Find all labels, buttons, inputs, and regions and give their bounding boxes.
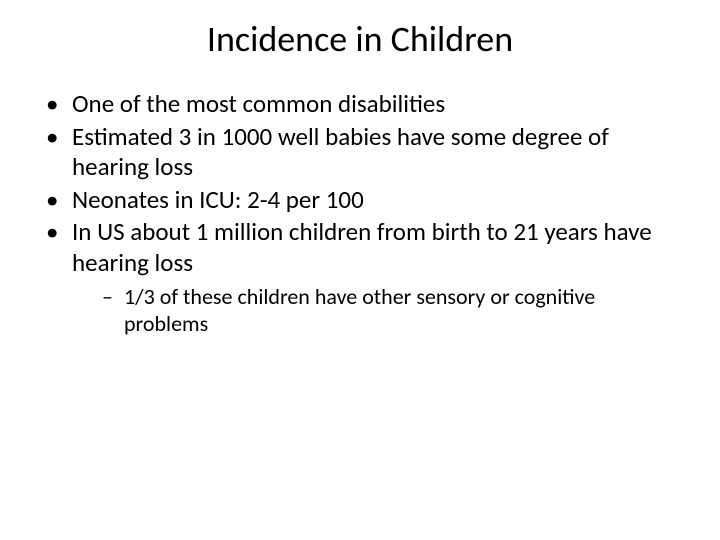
list-item: In US about 1 million children from birt…	[46, 217, 684, 338]
bullet-text: Estimated 3 in 1000 well babies have som…	[72, 121, 609, 183]
slide: Incidence in Children One of the most co…	[0, 0, 720, 540]
bullet-text: In US about 1 million children from birt…	[72, 216, 652, 278]
bullet-text: One of the most common disabilities	[72, 88, 445, 119]
sub-bullet-list: 1/3 of these children have other sensory…	[72, 284, 684, 338]
list-item: Neonates in ICU: 2-4 per 100	[46, 185, 684, 216]
bullet-text: 1/3 of these children have other sensory…	[124, 283, 595, 337]
bullet-text: Neonates in ICU: 2-4 per 100	[72, 184, 364, 215]
slide-title: Incidence in Children	[36, 18, 684, 61]
list-item: Estimated 3 in 1000 well babies have som…	[46, 122, 684, 183]
list-item: 1/3 of these children have other sensory…	[102, 284, 684, 338]
list-item: One of the most common disabilities	[46, 89, 684, 120]
bullet-list: One of the most common disabilities Esti…	[36, 89, 684, 338]
